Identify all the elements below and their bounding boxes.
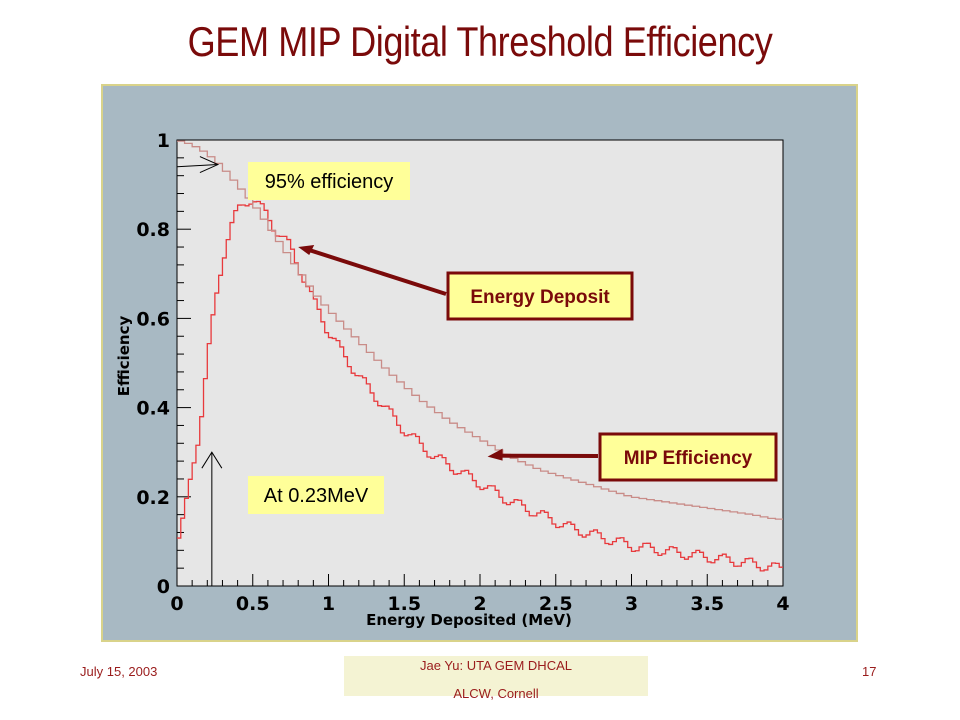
efficiency-chart: 0 0.5 1 1.5 2 2.5 3 3.5 4 0 0.2 0.4 0.6 0.8 1 95% eff… xyxy=(115,130,790,629)
page-number: 17 xyxy=(862,664,877,679)
y-tick-label: 0.8 xyxy=(136,219,170,241)
y-tick-label: 0.4 xyxy=(136,398,170,420)
y-axis-label: Efficiency xyxy=(115,316,133,397)
x-tick-label: 1.5 xyxy=(387,593,421,615)
energy-deposit-series xyxy=(177,200,783,572)
x-axis: 0 0.5 1 1.5 2 2.5 3 3.5 4 xyxy=(170,574,790,615)
efficiency-pointer-line xyxy=(176,164,218,168)
x-tick-label: 3.5 xyxy=(690,593,724,615)
footer-venue: ALCW, Cornell xyxy=(453,686,539,701)
efficiency-callout-text: 95% efficiency xyxy=(265,171,394,193)
slide-title: GEM MIP Digital Threshold Efficiency xyxy=(187,18,773,65)
annotation-layer: 95% efficiency At 0.23MeV Energy Deposit MI… xyxy=(176,156,778,586)
mip-efficiency-arrowhead xyxy=(487,448,503,461)
y-tick-label: 0.2 xyxy=(136,487,170,509)
threshold-callout-text: At 0.23MeV xyxy=(264,485,369,507)
energy-deposit-arrowhead xyxy=(298,245,315,256)
x-axis-label: Energy Deposited (MeV) xyxy=(366,611,572,629)
series-layer xyxy=(177,140,783,572)
energy-deposit-arrow xyxy=(305,247,447,296)
x-tick-label: 0 xyxy=(170,593,183,615)
threshold-arrowhead xyxy=(201,451,223,469)
plot-area xyxy=(176,139,784,587)
y-tick-label: 0 xyxy=(157,576,170,598)
x-tick-label: 3 xyxy=(625,593,638,615)
chart-frame: 0 0.5 1 1.5 2 2.5 3 3.5 4 0 0.2 0.4 0.6 0.8 1 95% eff… xyxy=(101,84,858,642)
mip-efficiency-series xyxy=(177,140,783,520)
mip-efficiency-label: MIP Efficiency xyxy=(624,448,753,469)
x-tick-label: 1 xyxy=(322,593,335,615)
x-tick-label: 0.5 xyxy=(236,593,270,615)
energy-deposit-label: Energy Deposit xyxy=(470,287,610,308)
threshold-callout-box xyxy=(248,476,384,514)
y-tick-label: 0.6 xyxy=(136,308,170,330)
y-axis: 0 0.2 0.4 0.6 0.8 1 xyxy=(136,130,191,598)
energy-deposit-label-box xyxy=(446,271,634,321)
y-tick-label: 1 xyxy=(157,130,170,152)
footer-author: Jae Yu: UTA GEM DHCAL xyxy=(344,656,648,696)
footer-date: July 15, 2003 xyxy=(80,664,158,679)
efficiency-callout-box xyxy=(248,162,410,200)
x-tick-label: 2.5 xyxy=(539,593,573,615)
x-tick-label: 4 xyxy=(776,593,789,615)
mip-efficiency-label-box xyxy=(598,432,778,482)
efficiency-arrowhead xyxy=(199,156,220,173)
x-tick-label: 2 xyxy=(473,593,486,615)
